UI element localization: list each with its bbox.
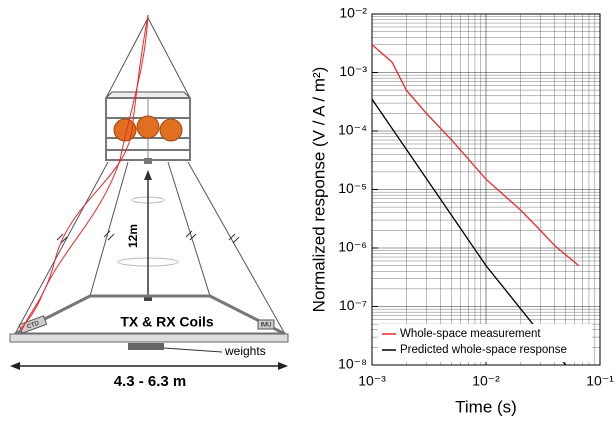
y-tick-label: 10⁻² [339, 5, 367, 21]
rope [147, 17, 191, 99]
cable [19, 14, 149, 331]
width-label: 4.3 - 6.3 m [114, 373, 187, 390]
imu-label: IMU [261, 323, 272, 329]
ctd-label: CTD [26, 320, 40, 330]
y-tick-label: 10⁻⁵ [338, 180, 367, 196]
base-plate [9, 333, 289, 343]
y-tick-label: 10⁻⁴ [338, 122, 367, 138]
height-label: 12m [126, 224, 140, 248]
leader [163, 347, 223, 353]
series-line [372, 44, 580, 267]
legend-label: Whole-space measurement [400, 328, 541, 340]
coils-label: TX & RX Coils [120, 314, 214, 330]
weights-label: weights [224, 344, 266, 358]
rope [89, 161, 129, 297]
break-marks [56, 230, 240, 244]
legend-box [378, 324, 592, 362]
sphere [136, 115, 160, 139]
arrow-head [10, 362, 20, 370]
y-tick-label: 10⁻³ [339, 63, 367, 79]
diagram [9, 14, 289, 370]
y-tick-label: 10⁻⁷ [339, 297, 367, 313]
y-tick-label: 10⁻⁶ [338, 239, 367, 255]
x-tick-label: 10⁻¹ [586, 373, 614, 389]
sphere [159, 118, 183, 142]
plot-frame [371, 13, 601, 366]
x-axis-label: Time (s) [455, 397, 517, 416]
weight [128, 343, 164, 350]
cable [21, 14, 149, 331]
rope [167, 161, 211, 297]
rope [14, 161, 109, 335]
x-tick-label: 10⁻² [472, 373, 500, 389]
y-axis-label: Normalized response (V / A / m²) [309, 67, 328, 313]
y-tick-label: 10⁻⁸ [338, 356, 367, 372]
x-tick-label: 10⁻³ [358, 373, 386, 389]
imu-box [257, 319, 275, 330]
rope [105, 17, 149, 99]
rope [187, 161, 286, 335]
chart: 10⁻³ 10⁻² 10⁻¹ 10⁻⁸ 10⁻⁷ 10⁻⁶ 10⁻⁵ 10⁻⁴ 10⁻³ 10⁻²… [309, 5, 614, 417]
sensor [144, 296, 152, 301]
arrow-head [278, 362, 288, 370]
legend-label: Predicted whole-space response [400, 344, 567, 356]
sensor [144, 158, 152, 164]
arrow-head [144, 170, 152, 180]
